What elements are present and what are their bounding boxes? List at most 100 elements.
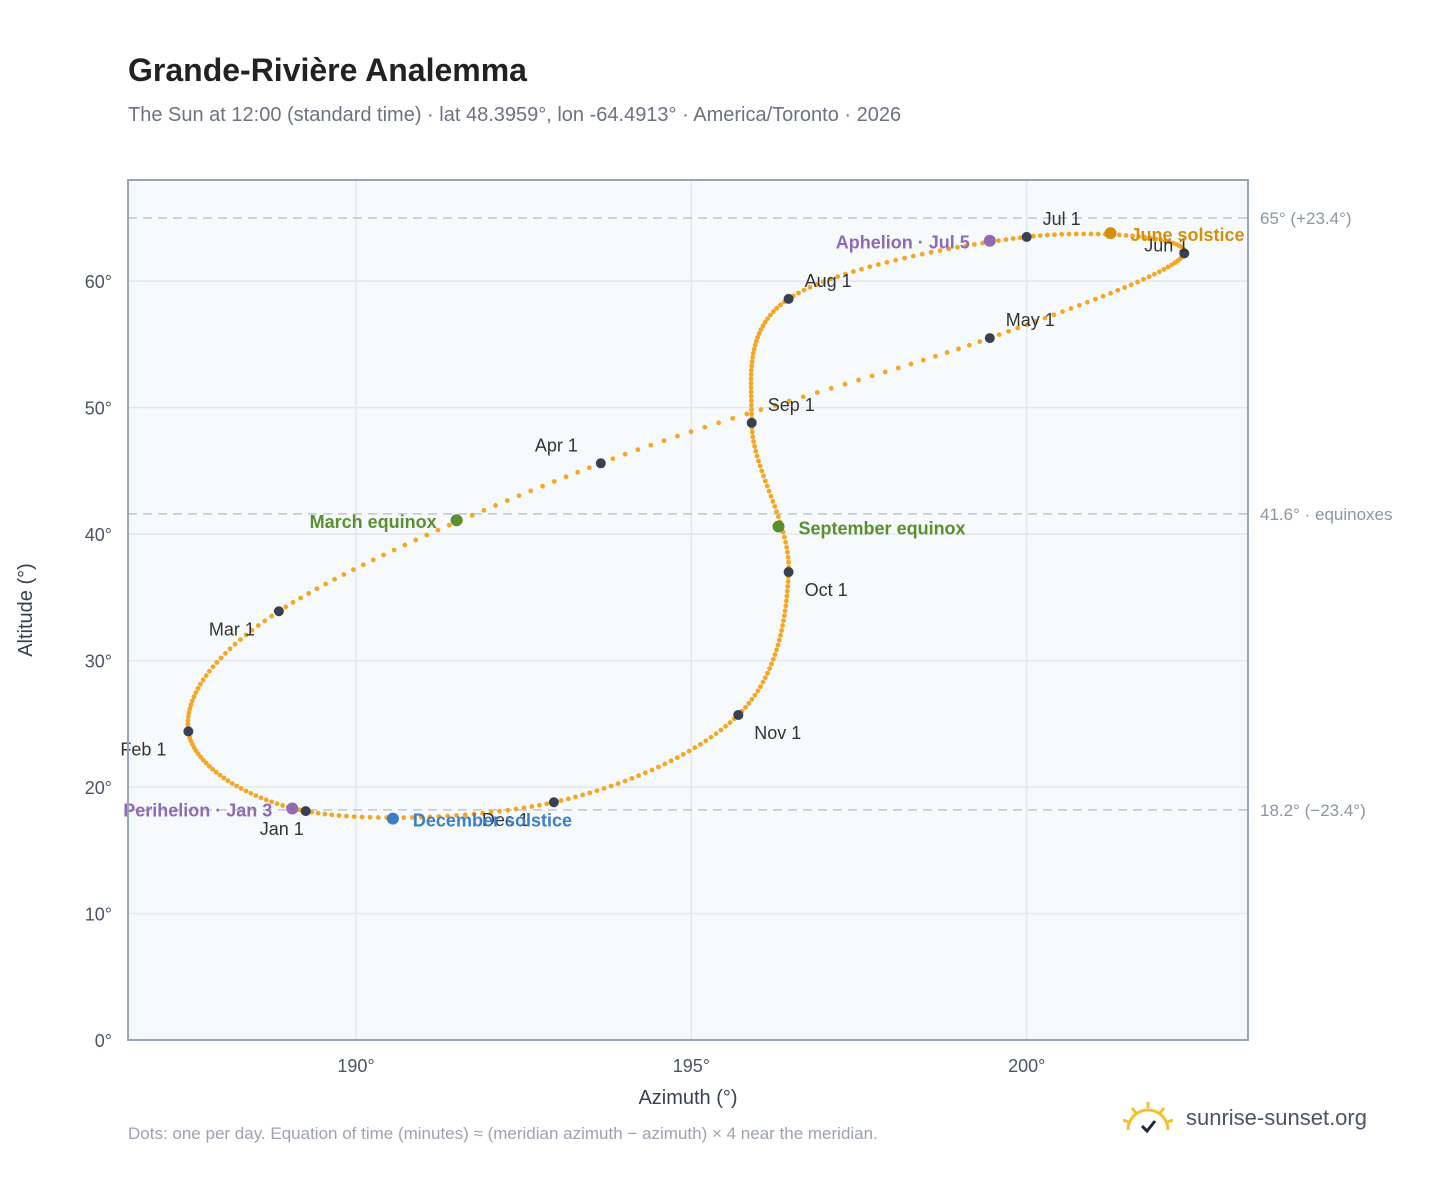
daily-dot xyxy=(329,812,335,818)
daily-dot xyxy=(636,773,642,779)
daily-dot xyxy=(753,338,759,344)
daily-dot xyxy=(359,814,365,820)
daily-dot xyxy=(688,429,694,435)
daily-dot xyxy=(263,797,269,803)
daily-dot xyxy=(497,808,502,814)
daily-dot xyxy=(1158,237,1164,243)
month-marker xyxy=(746,417,757,428)
daily-dot xyxy=(200,757,206,763)
daily-dot xyxy=(1167,239,1173,245)
event-label: June solstice xyxy=(1131,225,1245,245)
month-marker xyxy=(783,567,794,578)
daily-dot xyxy=(1051,312,1057,318)
month-marker-label: Aug 1 xyxy=(805,271,852,291)
x-tick-label: 195° xyxy=(673,1056,710,1076)
daily-dot xyxy=(198,681,203,687)
month-marker-label: Apr 1 xyxy=(535,435,578,455)
daily-dot xyxy=(1024,322,1030,328)
daily-dot xyxy=(1161,266,1167,272)
plot-frame xyxy=(127,179,1249,1041)
daily-dot xyxy=(435,527,441,533)
reference-lines: 65° (+23.4°) 41.6° · equinoxes 18.2° (−23.… xyxy=(128,209,1393,820)
daily-dot xyxy=(1010,236,1016,241)
daily-dot xyxy=(785,579,791,584)
daily-dot xyxy=(1088,231,1094,237)
daily-dot xyxy=(755,334,761,340)
daily-dot xyxy=(360,562,366,568)
daily-dot xyxy=(210,766,216,772)
daily-dot xyxy=(828,385,834,391)
daily-dot xyxy=(749,407,754,412)
sun-logo-icon xyxy=(1122,1102,1174,1134)
daily-dot xyxy=(573,794,578,800)
x-axis-label: Azimuth (°) xyxy=(638,1087,737,1109)
daily-dot xyxy=(760,679,766,685)
daily-dot xyxy=(648,442,654,448)
daily-dot xyxy=(217,772,223,778)
daily-dot xyxy=(713,731,719,737)
daily-dot xyxy=(770,498,776,504)
daily-dot xyxy=(784,588,790,594)
daily-dot xyxy=(835,274,841,279)
daily-dot xyxy=(749,402,754,408)
daily-dot xyxy=(781,618,786,623)
daily-dot xyxy=(248,790,254,796)
daily-dot xyxy=(963,243,969,249)
daily-dot xyxy=(814,390,820,395)
daily-dot xyxy=(749,363,755,369)
daily-dot xyxy=(1136,234,1142,239)
daily-dot xyxy=(471,811,477,817)
daily-dot xyxy=(391,547,397,553)
daily-dot xyxy=(814,282,819,287)
daily-dot xyxy=(780,623,786,628)
month-marker xyxy=(183,726,194,737)
daily-dot xyxy=(1116,232,1122,238)
daily-dot xyxy=(692,745,698,751)
daily-dot xyxy=(768,312,773,318)
daily-dot xyxy=(274,801,280,807)
event-marker xyxy=(772,520,785,533)
x-tick-label: 200° xyxy=(1008,1056,1045,1076)
daily-dot xyxy=(920,357,926,363)
grid-lines xyxy=(128,180,1248,1041)
daily-dot xyxy=(820,279,826,285)
daily-dot xyxy=(748,398,754,404)
daily-dot xyxy=(749,359,755,365)
daily-dot xyxy=(446,522,452,528)
daily-dot xyxy=(1100,293,1106,299)
daily-dot xyxy=(766,488,772,494)
daily-dot xyxy=(227,646,233,652)
daily-dot xyxy=(784,544,790,550)
y-tick-label: 0° xyxy=(95,1031,112,1051)
daily-dot xyxy=(1152,271,1157,277)
daily-dot xyxy=(1003,237,1009,242)
daily-dot xyxy=(222,650,228,656)
daily-dot xyxy=(908,361,914,367)
daily-dot xyxy=(1153,236,1159,242)
daily-dot xyxy=(528,488,534,494)
daily-dot xyxy=(381,552,387,558)
daily-dot xyxy=(1066,231,1072,237)
month-marker-label: Jun 1 xyxy=(1144,235,1188,255)
daily-dot xyxy=(777,302,783,308)
daily-dot xyxy=(749,429,755,435)
daily-dot xyxy=(996,332,1002,338)
chart-title: Grande-Rivière Analemma xyxy=(128,52,527,88)
daily-dot xyxy=(807,284,813,290)
daily-dot xyxy=(649,767,655,773)
daily-dot xyxy=(662,761,668,767)
month-marker xyxy=(783,293,794,304)
daily-dot xyxy=(785,549,790,555)
daily-dot xyxy=(775,514,781,520)
reference-line-label: 65° (+23.4°) xyxy=(1260,209,1352,228)
daily-dot xyxy=(481,507,487,513)
daily-dot xyxy=(540,483,545,489)
daily-dot xyxy=(269,799,275,805)
daily-dot xyxy=(1037,233,1043,238)
daily-dot xyxy=(1148,235,1153,241)
brand[interactable]: sunrise-sunset.org xyxy=(1120,1100,1367,1136)
daily-dot xyxy=(558,798,564,803)
daily-dot xyxy=(762,478,768,484)
daily-dot xyxy=(351,814,357,820)
